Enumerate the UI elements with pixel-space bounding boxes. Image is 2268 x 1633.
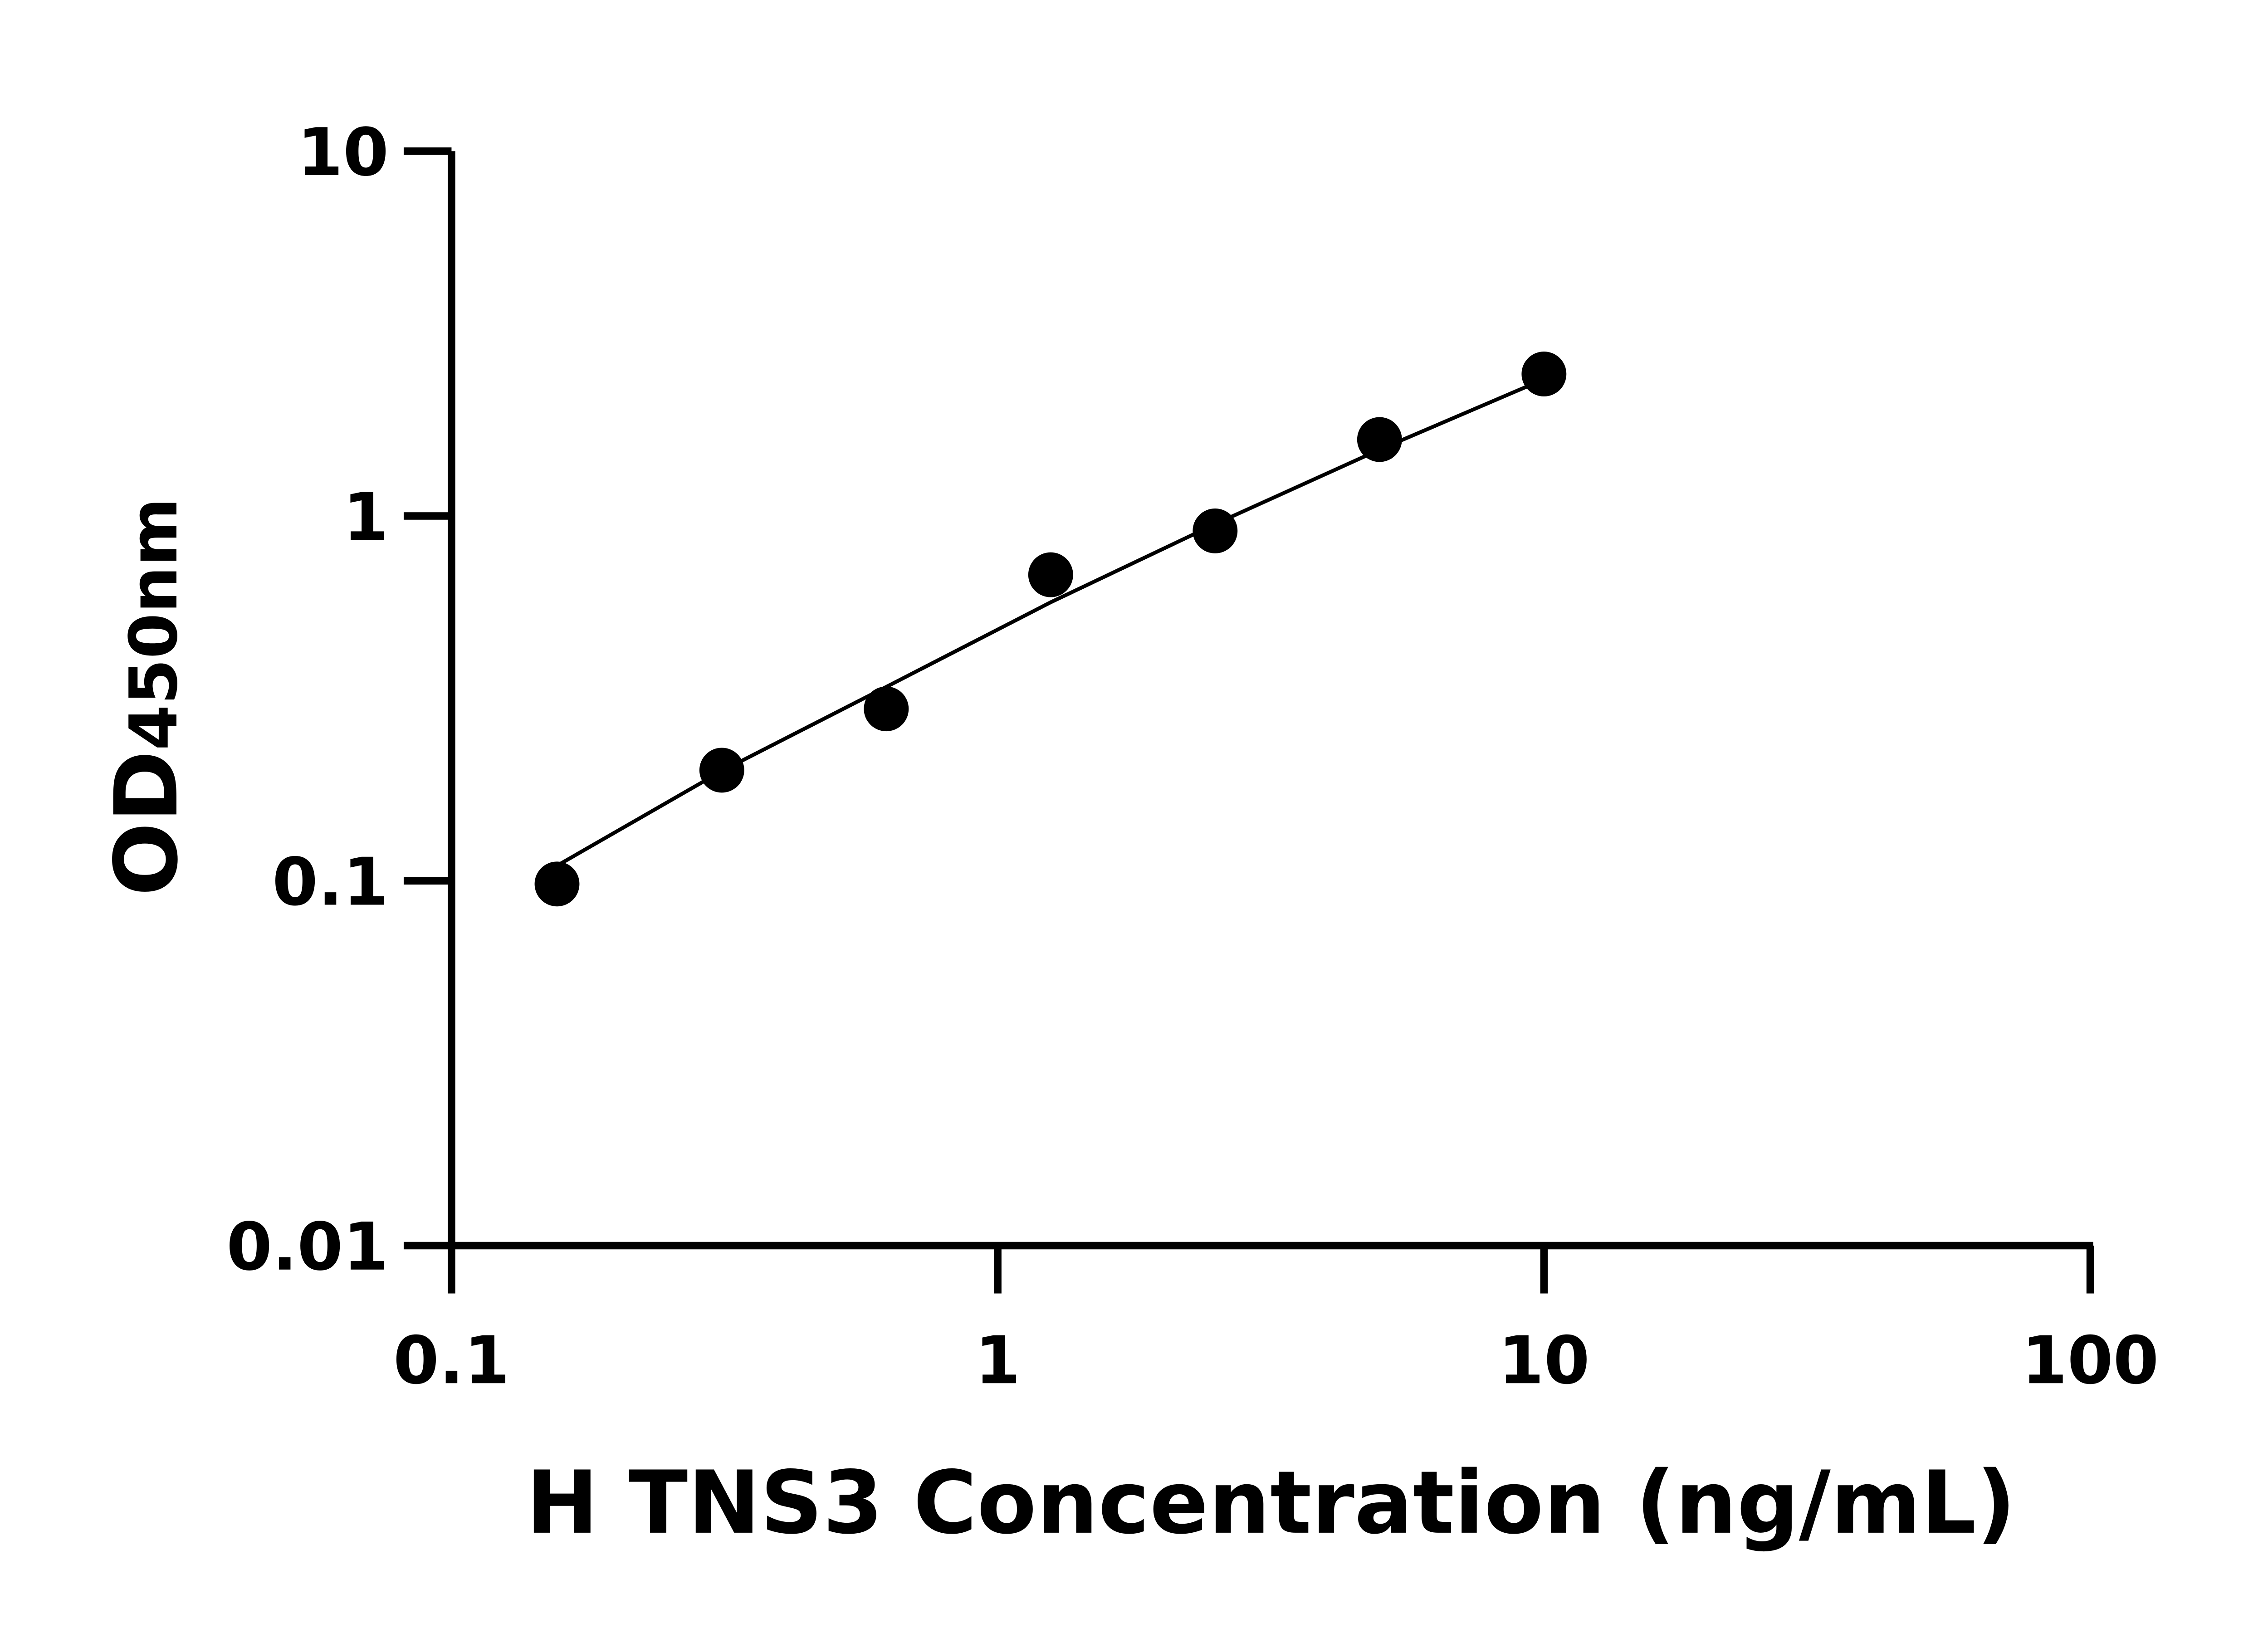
y-axis-label-main: OD	[97, 750, 197, 896]
x-tick-label: 10	[1498, 1322, 1590, 1399]
data-point	[1028, 552, 1073, 597]
data-point	[1521, 352, 1567, 396]
axes	[448, 151, 2093, 1250]
x-tick-label: 1	[975, 1322, 1021, 1399]
y-axis-label-sub: 450nm	[116, 498, 192, 750]
data-point	[864, 686, 909, 732]
y-tick-label: 1	[343, 479, 389, 556]
data-point	[1193, 508, 1238, 553]
y-tick-label: 0.01	[226, 1209, 389, 1286]
y-tick-label: 0.1	[272, 844, 389, 920]
x-axis-label: H TNS3 Concentration (ng/mL)	[526, 1453, 2016, 1554]
y-tick-label: 10	[297, 114, 389, 191]
x-tick-label: 0.1	[393, 1322, 510, 1399]
data-point	[1357, 417, 1402, 462]
data-points	[534, 352, 1567, 907]
data-point	[534, 861, 580, 907]
x-tick-label: 100	[2022, 1322, 2159, 1399]
y-axis-label: OD450nm	[97, 498, 197, 896]
data-point	[699, 748, 744, 793]
